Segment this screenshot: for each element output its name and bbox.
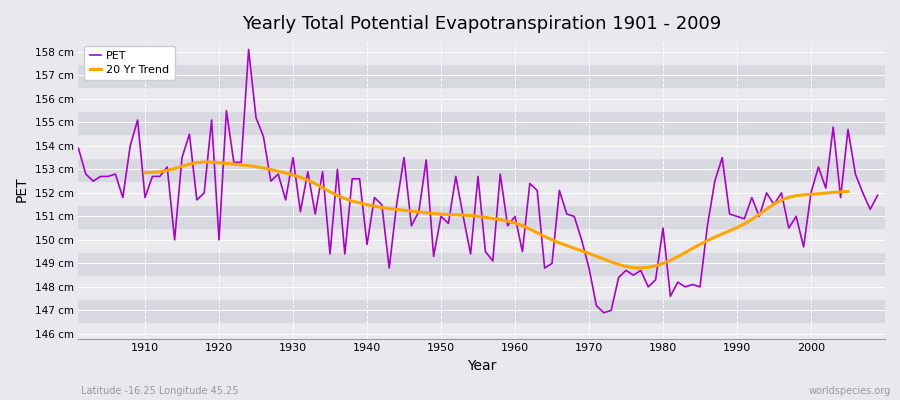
20 Yr Trend xyxy=(346,199,357,204)
Bar xyxy=(78,158,885,181)
Bar xyxy=(78,111,885,134)
Title: Yearly Total Potential Evapotranspiration 1901 - 2009: Yearly Total Potential Evapotranspiratio… xyxy=(242,15,721,33)
Line: 20 Yr Trend: 20 Yr Trend xyxy=(145,162,848,268)
Text: Latitude -16.25 Longitude 45.25: Latitude -16.25 Longitude 45.25 xyxy=(81,386,239,396)
PET xyxy=(613,275,624,280)
Text: worldspecies.org: worldspecies.org xyxy=(809,386,891,396)
Bar xyxy=(78,181,885,205)
PET xyxy=(346,176,357,181)
20 Yr Trend xyxy=(525,227,535,232)
PET xyxy=(598,310,609,315)
PET xyxy=(509,214,520,219)
Bar xyxy=(78,275,885,299)
Legend: PET, 20 Yr Trend: PET, 20 Yr Trend xyxy=(84,46,175,80)
PET xyxy=(302,169,313,174)
Bar xyxy=(78,228,885,252)
20 Yr Trend xyxy=(502,219,513,224)
PET xyxy=(73,146,84,151)
Bar xyxy=(78,252,885,275)
20 Yr Trend xyxy=(243,163,254,168)
X-axis label: Year: Year xyxy=(467,359,497,373)
PET xyxy=(517,249,527,254)
Bar xyxy=(78,64,885,87)
Bar xyxy=(78,205,885,228)
Bar xyxy=(78,299,885,322)
Line: PET: PET xyxy=(78,50,878,313)
PET xyxy=(243,47,254,52)
20 Yr Trend xyxy=(635,266,646,270)
Bar xyxy=(78,40,885,64)
Bar xyxy=(78,134,885,158)
Bar xyxy=(78,87,885,111)
20 Yr Trend xyxy=(140,170,150,175)
PET xyxy=(872,193,883,198)
PET xyxy=(132,118,143,122)
Y-axis label: PET: PET xyxy=(15,176,29,202)
Bar xyxy=(78,322,885,346)
20 Yr Trend xyxy=(798,192,809,197)
20 Yr Trend xyxy=(842,189,853,194)
20 Yr Trend xyxy=(199,160,210,164)
20 Yr Trend xyxy=(450,212,461,217)
